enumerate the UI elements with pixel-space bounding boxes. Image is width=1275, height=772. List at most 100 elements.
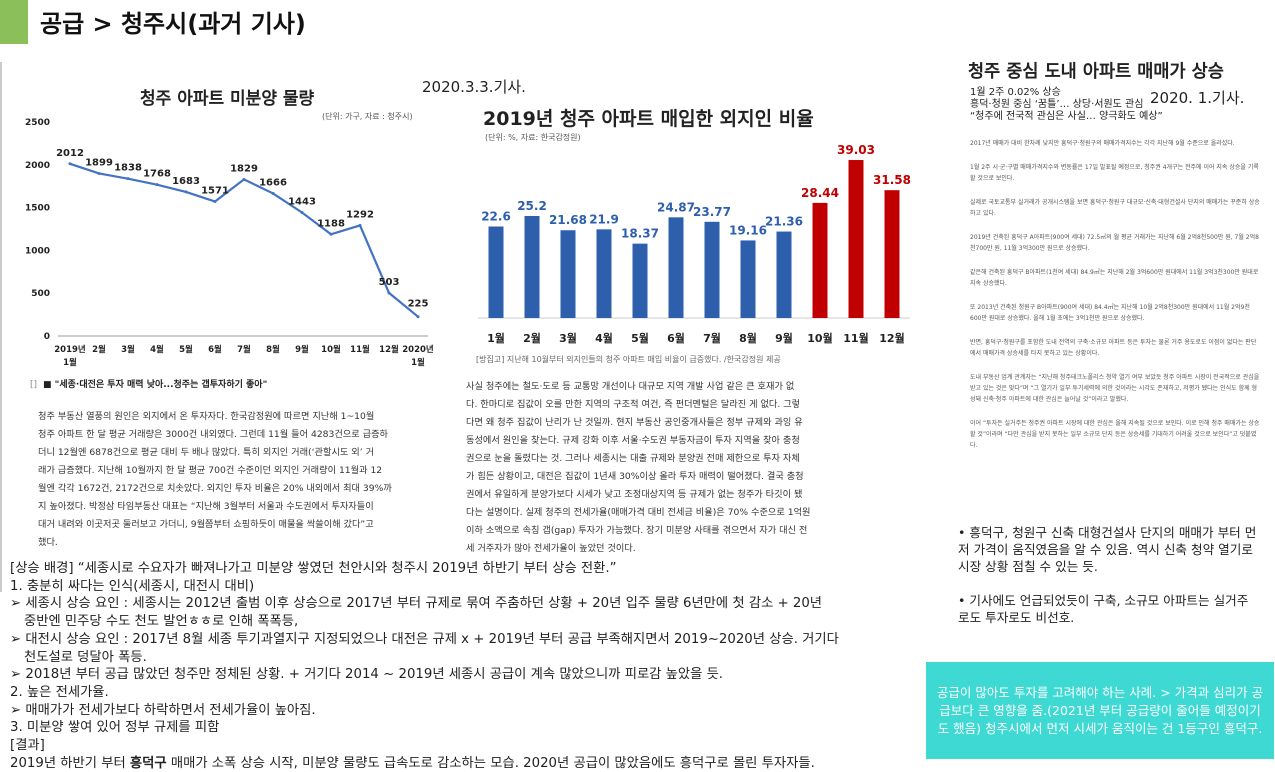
- chart2-bar: [524, 216, 540, 318]
- chart1-point: [358, 223, 362, 227]
- chart1-data-label: 1768: [143, 169, 171, 180]
- summary-notes: [상승 배경] “세종시로 수요자가 빠져나가고 미분양 쌓였던 천안시와 청주…: [10, 560, 915, 772]
- right-sub-2: 흥덕·청원 중심 ‘꿈틀’… 상당·서원도 관심: [970, 99, 1144, 110]
- chart1-data-label: 1838: [114, 163, 142, 174]
- article-line: 동성에서 원인을 찾는다. 규제 강화 이후 서울·수도권 부동자금이 투자 지…: [466, 435, 800, 446]
- right-article-paragraph: 2019년 건축된 흥덕구 A아파트(900여 세대) 72.5㎡의 월 평균 …: [970, 234, 1259, 252]
- chart2-bar: [776, 231, 792, 318]
- summary-line: ➢ 대전시 상승 요인 : 2017년 8월 세종 투기과열지구 지정되었으나 …: [10, 631, 839, 647]
- chart2-bar: [488, 226, 504, 318]
- chart2-x-tick-label: 7월: [703, 331, 721, 345]
- callout-box: 공급이 많아도 투자를 고려해야 하는 사례. > 가격과 심리가 공급보다 큰…: [926, 662, 1274, 759]
- right-article-subtitles: 1월 2주 0.02% 상승 흥덕·청원 중심 ‘꿈틀’… 상당·서원도 관심 …: [970, 87, 1163, 123]
- article-line: 세 거주자가 많아 전세가율이 높았던 것이다.: [466, 543, 636, 554]
- article-line: 래가 급증했다. 지난해 10월까지 한 달 평균 700건 수준이던 외지인 …: [38, 465, 383, 476]
- chart1-point: [271, 191, 275, 195]
- chart1-x-tick-label: 10월: [321, 344, 341, 355]
- chart2-data-label: 39.03: [837, 143, 875, 157]
- chart1-x-tick-label: 4월: [150, 344, 164, 355]
- chart2-data-label: 22.6: [481, 210, 511, 224]
- right-article-paragraph: 반면, 흥덕구·청원구를 포함한 도내 전역의 구축·소규모 아파트 등은 투자…: [970, 339, 1257, 357]
- chart2-footnote: [방집고] 지난해 10월부터 외지인들의 청주 아파트 매입 비율이 급증했다…: [476, 355, 781, 364]
- article-line: 사실 청주에는 철도·도로 등 교통망 개선이나 대규모 지역 개발 사업 같은…: [466, 381, 795, 392]
- article-line: 권으로 눈을 돌렸다는 것. 그러나 세종시는 대출 규제와 분양권 전매 제한…: [466, 453, 800, 464]
- chart1-data-label: 503: [379, 277, 400, 288]
- right-article-paragraph: 실제로 국토교통부 실거래가 공개시스템을 보면 흥덕구·청원구 대규모·신축·…: [970, 199, 1260, 217]
- summary-line: 2019년 하반기 부터 흥덕구 매매가 소폭 상승 시작, 미분양 물량도 급…: [10, 755, 915, 772]
- article-line: 했다.: [38, 537, 58, 548]
- chart1-x-tick-label: 2020년: [402, 344, 434, 355]
- chart1-x-tick-label: 8월: [266, 344, 280, 355]
- article-line: 지 높아졌다. 박정삼 타임부동산 대표는 “지난해 3월부터 서울과 수도권에…: [38, 501, 374, 512]
- chart2-data-label: 21.36: [765, 215, 803, 229]
- divider: [0, 62, 2, 592]
- article-line: 가 힘든 상황이고, 대전은 집값이 1년새 30%이상 올라 투자 매력이 떨…: [466, 471, 804, 482]
- summary-line: 2. 높은 전세가율.: [10, 684, 109, 700]
- chart2-data-label: 31.58: [873, 173, 911, 187]
- chart2-data-label: 23.77: [693, 205, 731, 219]
- article-line: 대거 내려와 이곳저곳 둘러보고 가더니, 9월쯤부터 쇼핑하듯이 매물을 싹쓸…: [38, 519, 374, 530]
- chart2-bar-chart: 22.6 1월 25.2 2월 21.68 3월 21.9 4월 18.37 5월 24.87 6월 2…: [478, 143, 911, 345]
- chart2-data-label: 18.37: [621, 227, 659, 241]
- chart2-title: 2019년 청주 아파트 매입한 외지인 비율: [483, 108, 814, 130]
- chart1-point: [329, 232, 333, 236]
- chart1-date-note: 2020.3.3.기사.: [422, 78, 526, 96]
- article-line: 권에서 유일하게 분양가보다 시세가 낮고 조정대상지역 등 규제가 없는 청주…: [466, 489, 803, 500]
- article-line: 다는 설명이다. 실제 청주의 전세가율(매매가격 대비 전세금 비율)은 70…: [466, 507, 811, 518]
- slide-title: 공급 > 청주시(과거 기사): [40, 10, 306, 38]
- summary-line: 천도설로 덩달아 폭등.: [24, 649, 147, 665]
- article-mid: 사실 청주에는 철도·도로 등 교통망 개선이나 대규모 지역 개발 사업 같은…: [466, 378, 914, 558]
- summary-text: 매매가 소폭 상승 시작, 미분양 물량도 급속도로 감소하는 모습. 2020…: [166, 755, 815, 771]
- chart1-data-label: 1683: [172, 176, 200, 187]
- article-line: 다. 한마디로 집값이 오를 만한 지역의 구조적 여건, 즉 펀더멘털은 달라…: [466, 399, 801, 410]
- article-line: 다면 왜 청주 집값이 난리가 난 것일까. 현지 부동산 공인중개사들은 정부…: [466, 417, 803, 428]
- right-article-paragraph: 2017년 매매가 대비 한차례 낮지만 흥덕구·청원구의 매매가격지수는 각각…: [970, 140, 1235, 147]
- right-sub-3: “청주에 전국적 관심은 사실… 양극화도 예상”: [970, 111, 1163, 122]
- chart1-y-tick-label: 0: [44, 332, 50, 342]
- summary-line: 3. 미분양 쌓여 있어 정부 규제를 피함: [10, 720, 220, 736]
- chart1-data-label: 225: [408, 299, 429, 310]
- caption-marker: []: [30, 380, 38, 390]
- chart1-unit: (단위: 가구, 자료 : 청주시): [322, 112, 413, 121]
- chart2-bar: [596, 229, 612, 318]
- chart2-x-tick-label: 8월: [739, 331, 757, 345]
- right-article-paragraph: 같은해 건축된 흥덕구 B아파트(1천여 세대) 84.9㎡는 지난해 2월 3…: [970, 269, 1259, 287]
- chart1-caption: [] ■ "세종·대전은 투자 매력 낮아...청주는 갭투자하기 좋아": [30, 377, 267, 390]
- chart1-x-tick-label: 6월: [208, 344, 222, 355]
- chart1-x-tick-label: 9월: [295, 344, 309, 355]
- chart1-data-label: 1292: [346, 209, 374, 220]
- right-article-body: 2017년 매매가 대비 한차례 낮지만 흥덕구·청원구의 매매가격지수는 각각…: [970, 138, 1260, 464]
- note-1: • 흥덕구, 청원구 신축 대형건설사 단지의 매매가 부터 먼저 가격이 움직…: [958, 525, 1257, 574]
- chart1-data-label: 1443: [288, 196, 316, 207]
- chart1-data-label: 1188: [317, 218, 345, 229]
- chart1-x-tick-label: 3월: [121, 344, 135, 355]
- chart2-data-label: 28.44: [801, 186, 839, 200]
- article-line: 월엔 각각 1672건, 2172건으로 치솟았다. 외지인 투자 비율은 20…: [38, 483, 392, 494]
- summary-line: ➢ 매매가가 전세가보다 하락하면서 전세가율이 높아짐.: [10, 702, 316, 718]
- chart2-x-tick-label: 11월: [843, 331, 868, 345]
- chart2-unit: (단위: %, 자료: 한국감정원): [485, 133, 581, 142]
- chart1-x-tick-label: 11월: [350, 344, 370, 355]
- chart1-x-tick-label: 1월: [411, 357, 425, 368]
- right-article-paragraph: 도내 부동산 업계 관계자는 “지난해 청주테크노폴리스 청약 열기 여부 보았…: [970, 374, 1260, 403]
- chart1-y-tick-label: 500: [31, 289, 50, 299]
- chart1-data-label: 1666: [259, 177, 287, 188]
- chart2-x-tick-label: 12월: [879, 331, 904, 345]
- summary-line: ➢ 세종시 상승 요인 : 세종시는 2012년 출범 이후 상승으로 2017…: [10, 596, 823, 612]
- right-sub-1: 1월 2주 0.02% 상승: [970, 87, 1061, 98]
- chart1-data-label: 1571: [201, 186, 229, 197]
- chart1-data-label: 1829: [230, 163, 258, 174]
- summary-highlight: 흥덕구: [129, 755, 167, 771]
- chart2-bar: [704, 221, 720, 318]
- chart2-x-tick-label: 4월: [595, 331, 613, 345]
- chart2-x-tick-label: 9월: [775, 331, 793, 345]
- chart1-point: [126, 177, 130, 181]
- chart2-x-tick-label: 6월: [667, 331, 685, 345]
- chart1-x-tick-label: 5월: [179, 344, 193, 355]
- chart2-bar: [848, 160, 864, 318]
- chart1-point: [387, 291, 391, 295]
- chart1-point: [97, 171, 101, 175]
- summary-line: [결과]: [10, 738, 45, 754]
- chart1-point: [184, 190, 188, 194]
